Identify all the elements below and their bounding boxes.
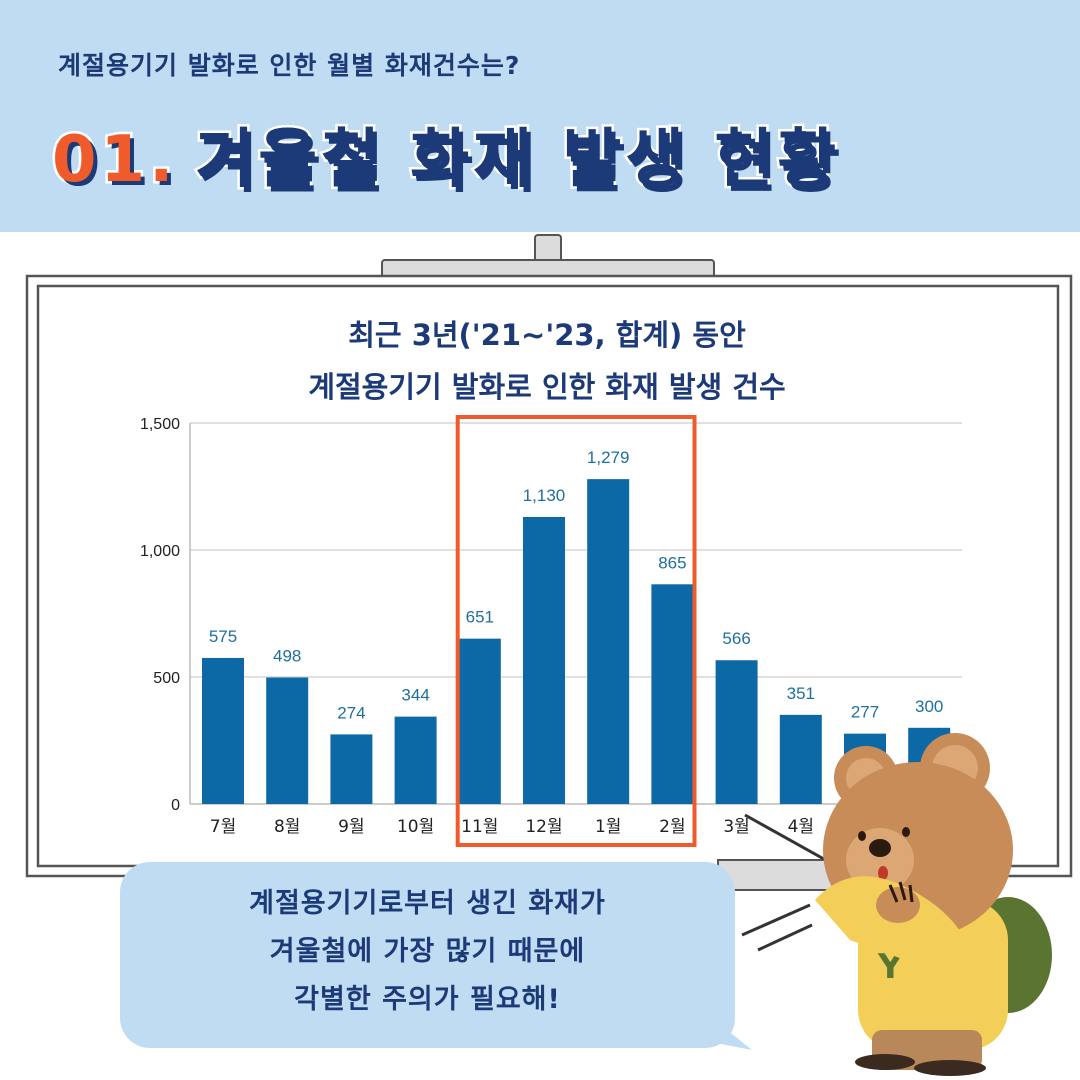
header-subtitle: 계절용기기 발화로 인한 월별 화재건수는? bbox=[58, 51, 521, 80]
section-title: 겨울철 화재 발생 현황 bbox=[193, 121, 841, 200]
bubble-line-2: 겨울철에 가장 많기 때문에 bbox=[269, 936, 586, 967]
header-banner: 계절용기기 발화로 인한 월별 화재건수는? 01. 겨울철 화재 발생 현황 bbox=[0, 0, 1080, 232]
chart-title-line2: 계절용기기 발화로 인한 화재 발생 건수 bbox=[308, 370, 786, 404]
header-title: 01. 겨울철 화재 발생 현황 bbox=[49, 108, 841, 200]
chart-title-line1: 최근 3년('21~'23, 합계) 동안 bbox=[348, 318, 746, 352]
board-mount bbox=[534, 234, 562, 264]
section-number: 01. bbox=[49, 121, 178, 200]
bubble-line-1: 계절용기기로부터 생긴 화재가 bbox=[249, 888, 606, 919]
speech-bubble bbox=[120, 862, 735, 1048]
board-tray bbox=[717, 859, 839, 891]
speech-bubble-text: 계절용기기로부터 생긴 화재가 겨울철에 가장 많기 때문에 각별한 주의가 필… bbox=[120, 880, 735, 1024]
bubble-line-3: 각별한 주의가 필요해! bbox=[294, 984, 561, 1015]
